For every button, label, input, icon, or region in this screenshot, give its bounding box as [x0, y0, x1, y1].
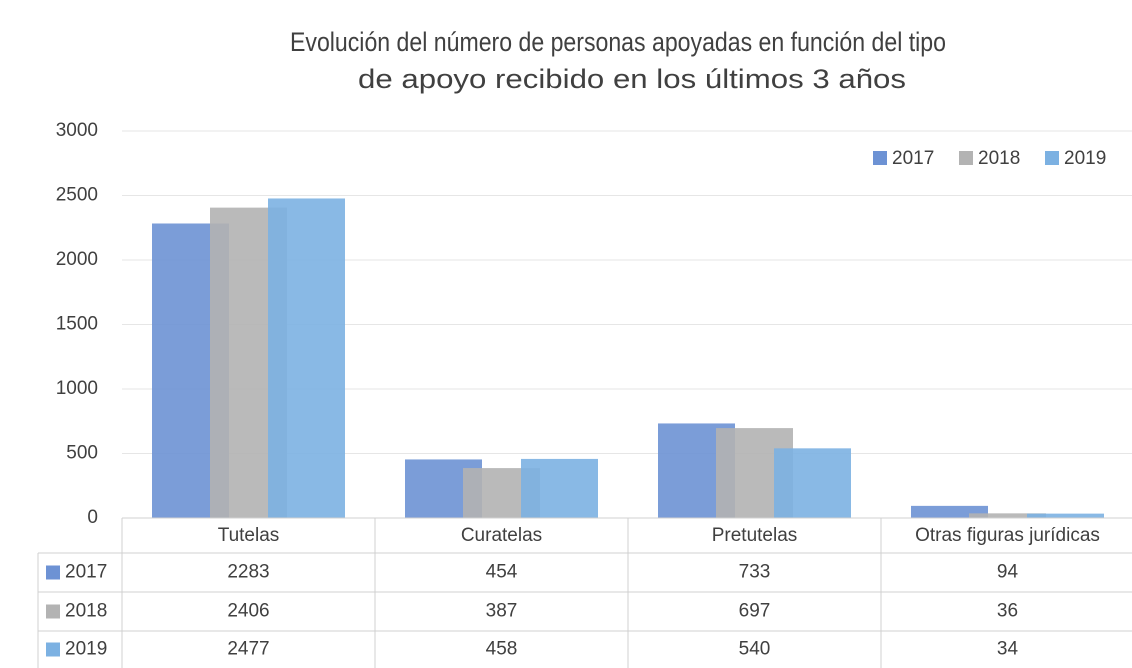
bar [1027, 513, 1104, 518]
table-cell: 458 [486, 639, 518, 660]
table-series-label: 2018 [65, 601, 107, 622]
x-tick-label: Pretutelas [712, 525, 798, 546]
y-tick-label: 0 [87, 507, 98, 528]
chart-title: Evolución del número de personas apoyada… [290, 27, 946, 57]
bar [911, 505, 988, 518]
table-cell: 36 [997, 601, 1018, 622]
table-cell: 2477 [227, 639, 269, 660]
x-tick-label: Otras figuras jurídicas [915, 525, 1100, 546]
legend-label: 2019 [1064, 148, 1106, 169]
table-cell: 387 [486, 601, 518, 622]
table-series-label: 2017 [65, 562, 107, 583]
legend-label: 2018 [978, 148, 1020, 169]
legend-swatch [1045, 151, 1059, 165]
y-tick-label: 2000 [56, 249, 98, 270]
table-cell: 454 [486, 562, 518, 583]
legend-swatch [959, 151, 973, 165]
y-tick-label: 1500 [56, 314, 98, 335]
x-tick-label: Tutelas [218, 525, 280, 546]
bar [521, 458, 598, 518]
table-cell: 2406 [227, 601, 269, 622]
y-tick-label: 3000 [56, 120, 98, 141]
legend-swatch [46, 642, 60, 657]
y-tick-label: 2500 [56, 185, 98, 206]
table-cell: 733 [739, 562, 771, 583]
legend-swatch [873, 151, 887, 165]
y-tick-label: 1000 [56, 378, 98, 399]
bar [774, 448, 851, 518]
table-cell: 34 [997, 639, 1019, 660]
legend-swatch [46, 565, 60, 580]
table-cell: 94 [997, 562, 1019, 583]
table-cell: 540 [739, 639, 771, 660]
chart-title: de apoyo recibido en los últimos 3 años [358, 64, 906, 94]
table-cell: 2283 [227, 562, 269, 583]
x-tick-label: Curatelas [461, 525, 542, 546]
y-tick-label: 500 [66, 443, 98, 464]
table-series-label: 2019 [65, 639, 107, 660]
legend-label: 2017 [892, 148, 934, 169]
table-cell: 697 [739, 601, 771, 622]
bar [268, 198, 345, 519]
legend-swatch [46, 604, 60, 619]
bar [969, 513, 1046, 518]
